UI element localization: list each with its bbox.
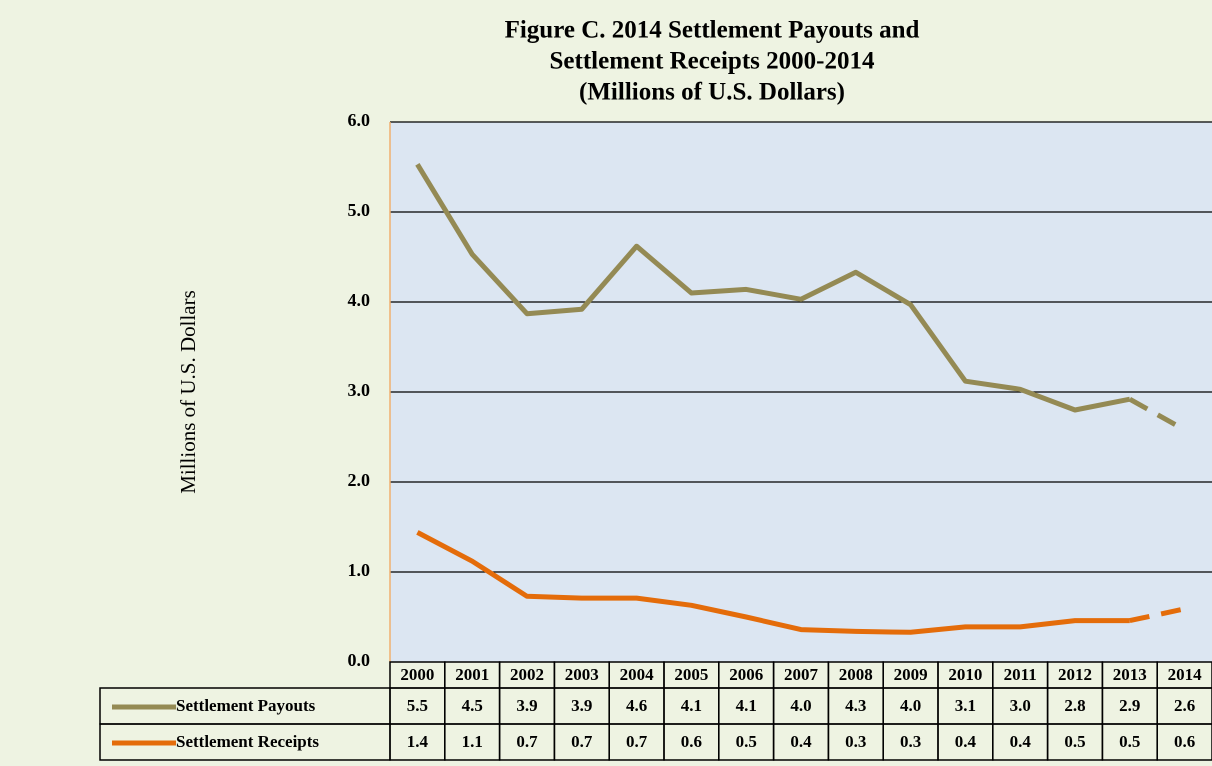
y-axis-title: Millions of U.S. Dollars xyxy=(176,290,200,494)
x-tick-label: 2003 xyxy=(565,665,599,684)
data-label: 4.1 xyxy=(736,696,757,715)
x-tick-label: 2005 xyxy=(674,665,708,684)
data-label: 0.4 xyxy=(955,732,977,751)
data-label: 4.1 xyxy=(681,696,702,715)
series-line xyxy=(416,530,1130,635)
chart-title: Figure C. 2014 Settlement Payouts and xyxy=(505,17,920,44)
y-tick-label: 1.0 xyxy=(348,560,371,580)
x-tick-label: 2007 xyxy=(784,665,819,684)
data-label: 0.7 xyxy=(516,732,538,751)
data-label: 2.9 xyxy=(1119,696,1140,715)
data-label: 2.8 xyxy=(1064,696,1085,715)
chart-title: Settlement Receipts 2000-2014 xyxy=(550,48,875,75)
data-label: 4.3 xyxy=(845,696,866,715)
series-line xyxy=(415,162,1131,413)
data-label: 4.6 xyxy=(626,696,647,715)
x-tick-label: 2010 xyxy=(948,665,982,684)
y-tick-label: 2.0 xyxy=(348,470,371,490)
x-tick-label: 2002 xyxy=(510,665,544,684)
x-tick-label: 2001 xyxy=(455,665,489,684)
x-tick-label: 2008 xyxy=(839,665,873,684)
data-label: 0.3 xyxy=(845,732,866,751)
data-label: 2.6 xyxy=(1174,696,1195,715)
data-label: 3.1 xyxy=(955,696,976,715)
data-label: 0.5 xyxy=(736,732,757,751)
data-label: 3.9 xyxy=(516,696,537,715)
y-tick-label: 5.0 xyxy=(348,200,371,220)
x-tick-label: 2009 xyxy=(894,665,928,684)
legend-label: Settlement Payouts xyxy=(176,696,316,715)
data-label: 0.4 xyxy=(790,732,812,751)
x-tick-label: 2014 xyxy=(1168,665,1203,684)
x-tick-label: 2006 xyxy=(729,665,763,684)
data-label: 0.7 xyxy=(571,732,593,751)
y-tick-label: 6.0 xyxy=(348,110,371,130)
data-label: 0.5 xyxy=(1064,732,1085,751)
data-label: 4.0 xyxy=(790,696,811,715)
y-tick-label: 3.0 xyxy=(348,380,371,400)
y-tick-label: 4.0 xyxy=(348,290,371,310)
x-tick-label: 2013 xyxy=(1113,665,1147,684)
data-label: 3.0 xyxy=(1010,696,1031,715)
data-label: 0.4 xyxy=(1010,732,1032,751)
data-label: 3.9 xyxy=(571,696,592,715)
x-tick-label: 2012 xyxy=(1058,665,1092,684)
data-label: 0.6 xyxy=(1174,732,1195,751)
data-label: 0.7 xyxy=(626,732,648,751)
y-tick-label: 0.0 xyxy=(348,650,371,670)
chart-title: (Millions of U.S. Dollars) xyxy=(579,79,845,106)
data-label: 1.4 xyxy=(407,732,429,751)
data-label: 0.3 xyxy=(900,732,921,751)
data-label: 1.1 xyxy=(462,732,483,751)
x-tick-label: 2011 xyxy=(1004,665,1037,684)
x-tick-label: 2004 xyxy=(620,665,655,684)
x-tick-label: 2000 xyxy=(400,665,434,684)
data-label: 4.0 xyxy=(900,696,921,715)
data-label: 0.5 xyxy=(1119,732,1140,751)
legend-label: Settlement Receipts xyxy=(176,732,319,751)
data-label: 4.5 xyxy=(462,696,483,715)
series-dashed-segment xyxy=(1129,606,1186,624)
data-label: 0.6 xyxy=(681,732,702,751)
data-label: 5.5 xyxy=(407,696,428,715)
series-dashed-segment xyxy=(1128,397,1186,432)
